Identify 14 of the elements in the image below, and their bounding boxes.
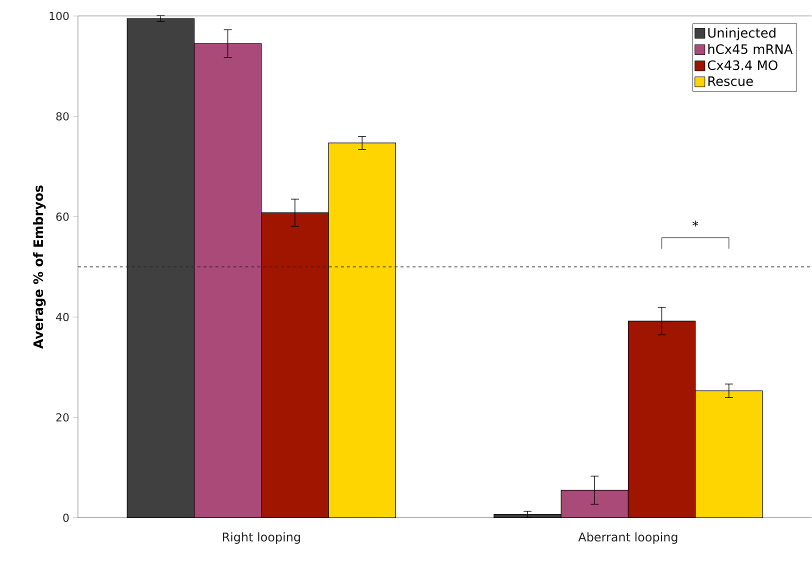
y-tick-label: 20 bbox=[56, 413, 69, 422]
x-tick-label: Aberrant looping bbox=[578, 532, 678, 544]
y-tick-label: 60 bbox=[56, 212, 69, 221]
y-tick-label: 100 bbox=[50, 12, 69, 20]
x-tick-label: Right looping bbox=[222, 532, 300, 544]
y-tick-label: 0 bbox=[63, 514, 69, 522]
legend-label: Rescue bbox=[708, 76, 753, 86]
y-tick-label: 40 bbox=[56, 313, 69, 322]
legend-label: Cx43.4 MO bbox=[708, 60, 778, 70]
annotation: * bbox=[692, 220, 698, 227]
y-tick-label: 80 bbox=[56, 112, 69, 121]
legend-label: Uninjected bbox=[708, 28, 776, 40]
legend-label: hCx45 mRNA bbox=[708, 44, 793, 54]
y-axis-title: Average % of Embryos bbox=[33, 186, 46, 349]
